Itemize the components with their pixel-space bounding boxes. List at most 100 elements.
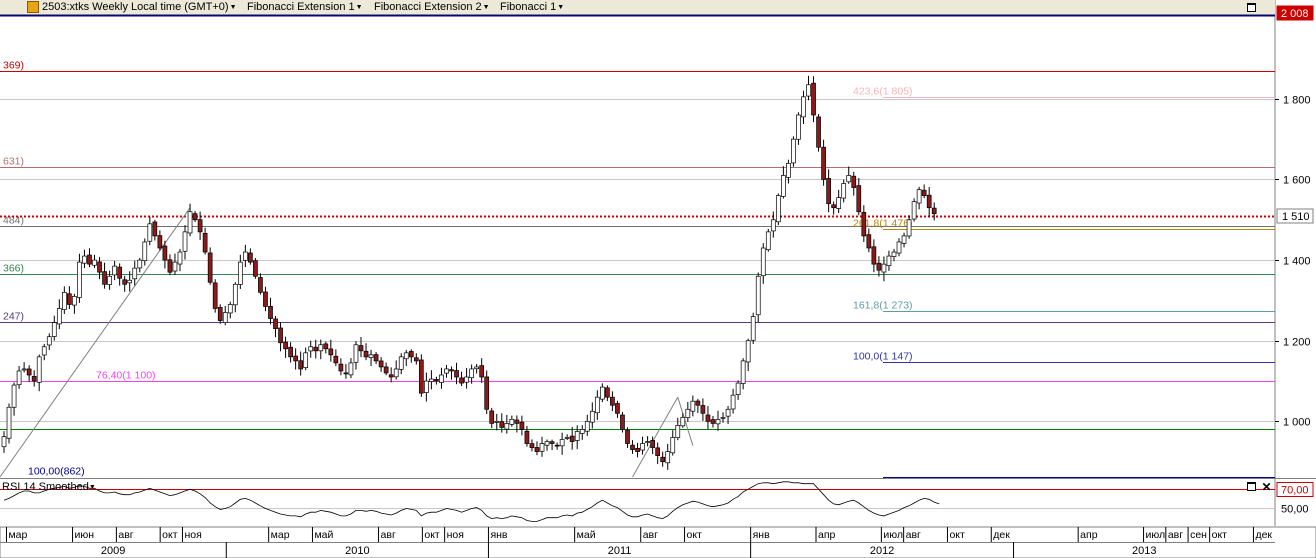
- candle-body: [514, 419, 520, 424]
- fib-level-label: 366): [3, 263, 24, 275]
- candle-body: [579, 429, 585, 434]
- candle-body: [464, 376, 469, 383]
- candle-body: [439, 374, 444, 383]
- candle-body: [338, 363, 344, 372]
- candle-body: [504, 423, 510, 430]
- candle-body: [51, 322, 57, 337]
- chevron-down-icon: ▼: [482, 4, 490, 11]
- month-label: июл: [1146, 529, 1166, 541]
- candle-body: [600, 386, 605, 400]
- candle-body: [469, 368, 474, 379]
- top-price-box: [1276, 5, 1314, 21]
- month-label: май: [577, 529, 596, 541]
- candle-body: [665, 451, 671, 464]
- candle-body: [192, 213, 198, 221]
- candle-body: [891, 251, 897, 257]
- candle-body: [197, 219, 203, 233]
- current-price-label: 1 510: [1282, 211, 1310, 223]
- candle-body: [655, 447, 661, 456]
- candle-body: [26, 368, 32, 376]
- candle-body: [539, 443, 545, 452]
- candle-body: [152, 221, 158, 237]
- candle-body: [725, 408, 731, 417]
- candle-body: [806, 84, 811, 97]
- month-label: окт: [162, 529, 178, 541]
- candle-body: [333, 355, 339, 364]
- rsi-maximize-icon[interactable]: [1247, 482, 1256, 491]
- month-label: апр: [1080, 529, 1098, 541]
- fib-level-label: 261,8(1 476): [853, 218, 913, 230]
- candle-body: [735, 382, 741, 395]
- candle-body: [710, 419, 716, 424]
- candle-body: [695, 400, 701, 406]
- candle-body: [258, 277, 263, 293]
- symbol-menu[interactable]: 2503:xtks Weekly Local time (GMT+0)▼: [42, 1, 237, 14]
- candle-body: [147, 223, 153, 242]
- candle-body: [227, 304, 233, 314]
- candle-body: [418, 359, 424, 394]
- candle-body: [273, 318, 278, 329]
- candle-body: [755, 275, 761, 316]
- candle-body: [248, 252, 253, 263]
- price-tick-label: 1 800: [1283, 95, 1311, 107]
- candle-body: [911, 201, 917, 220]
- month-label: июл: [883, 529, 903, 541]
- maximize-icon[interactable]: [1247, 3, 1256, 12]
- candle-body: [574, 431, 580, 441]
- candle-body: [348, 362, 354, 376]
- month-label: авг: [118, 529, 133, 541]
- candle-body: [781, 175, 786, 197]
- candle-body: [278, 327, 283, 344]
- candle-body: [559, 439, 565, 447]
- candle-body: [343, 372, 349, 375]
- candle-body: [720, 416, 726, 419]
- candle-body: [610, 396, 615, 406]
- price-tick-label: 1 200: [1283, 337, 1311, 349]
- fib-level-label: 100,00(862): [28, 466, 85, 478]
- candle-body: [630, 444, 635, 450]
- month-label: окт: [424, 529, 440, 541]
- candle-body: [77, 261, 82, 298]
- indicator-menu-fib-1[interactable]: Fibonacci 1▼: [500, 1, 564, 14]
- fib-level-label: 76,40(1 100): [96, 370, 156, 382]
- candle-body: [625, 429, 630, 444]
- candle-body: [268, 305, 273, 319]
- fib-level-label: 161,8(1 273): [853, 300, 913, 312]
- candle-body: [509, 419, 515, 425]
- candle-body: [383, 366, 389, 374]
- candle-body: [921, 189, 927, 196]
- candle-body: [856, 185, 862, 213]
- candle-body: [46, 336, 52, 346]
- candle-body: [454, 370, 459, 378]
- candle-body: [489, 410, 495, 424]
- candle-body: [358, 345, 364, 352]
- candle-body: [449, 369, 454, 372]
- month-label: ноя: [184, 529, 201, 541]
- indicator-menu-fib-ext-2[interactable]: Fibonacci Extension 2▼: [374, 1, 490, 14]
- candle-body: [142, 241, 148, 262]
- candle-body: [318, 344, 324, 352]
- candle-body: [640, 443, 645, 451]
- chevron-down-icon: ▼: [557, 4, 565, 11]
- chart-app-icon: [27, 1, 39, 13]
- candle-body: [589, 410, 595, 423]
- rsi-close-icon[interactable]: ✕: [1261, 480, 1272, 494]
- candle-body: [499, 421, 505, 428]
- candle-body: [846, 175, 852, 183]
- candle-body: [413, 357, 419, 362]
- candle-body: [398, 356, 404, 370]
- candle-body: [207, 252, 213, 283]
- candle-body: [67, 293, 72, 305]
- rsi-tick-label: 70,00: [1281, 485, 1309, 497]
- rsi-panel-menu[interactable]: RSI 14 Smoothed▼: [2, 481, 96, 493]
- candle-body: [222, 312, 228, 323]
- fib-level-label: 631): [3, 156, 24, 168]
- candle-body: [237, 261, 243, 285]
- year-label: 2011: [608, 545, 632, 557]
- candle-body: [775, 195, 781, 223]
- indicator-menu-fib-ext-1[interactable]: Fibonacci Extension 1▼: [247, 1, 363, 14]
- candle-body: [821, 146, 826, 180]
- candle-body: [117, 266, 122, 279]
- fib-level-label: 369): [3, 60, 24, 72]
